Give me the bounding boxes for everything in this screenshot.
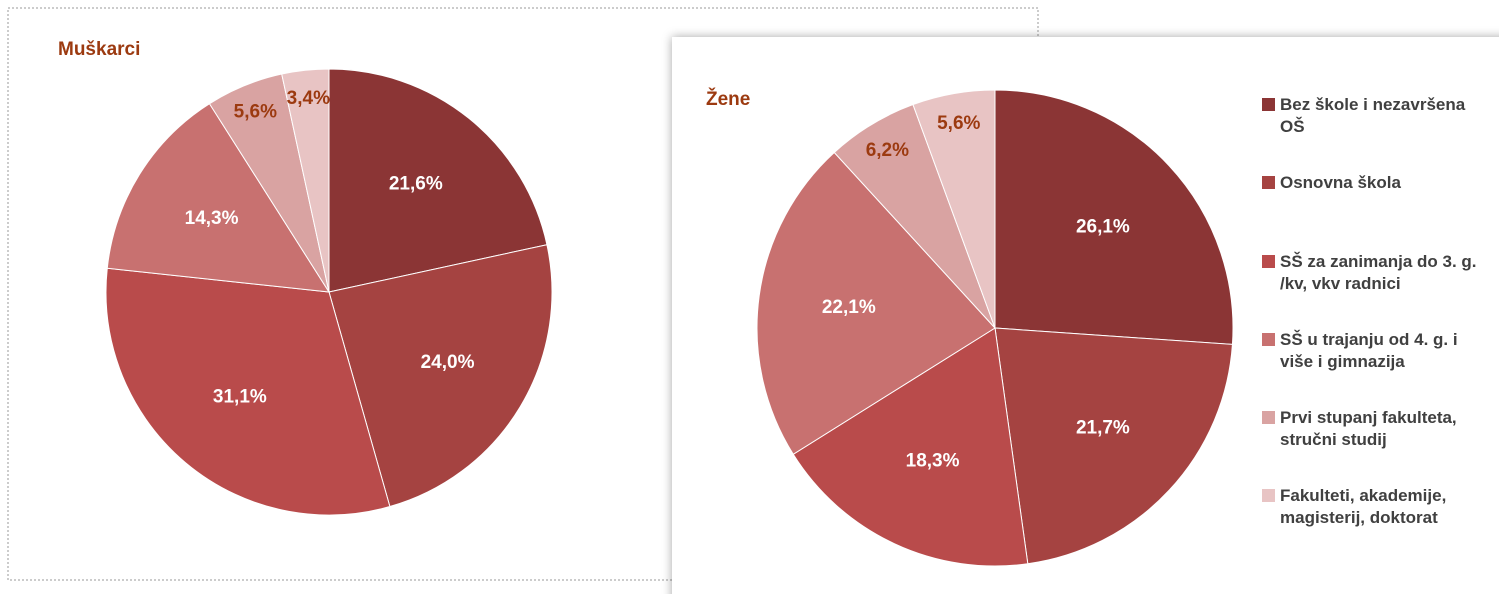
- legend-entry: SŠ u trajanju od 4. g. i više i gimnazij…: [1262, 329, 1494, 373]
- data-label: 5,6%: [937, 113, 980, 134]
- data-label: 22,1%: [822, 297, 876, 318]
- legend-entry: Osnovna škola: [1262, 172, 1494, 194]
- pie-slice: [756, 151, 996, 455]
- legend-label: Prvi stupanj fakulteta, stručni studij: [1280, 408, 1457, 449]
- data-label: 26,1%: [1076, 216, 1130, 237]
- legend-label: SŠ za zanimanja do 3. g. /kv, vkv radnic…: [1280, 252, 1477, 293]
- pie-slice: [105, 267, 391, 516]
- data-label: 6,2%: [866, 140, 909, 161]
- pie-slice: [106, 103, 330, 293]
- legend-entry: Bez škole i nezavršena OŠ: [1262, 94, 1494, 138]
- pie-slice: [328, 244, 553, 508]
- legend-label: Bez škole i nezavršena OŠ: [1280, 95, 1466, 136]
- chart-title: Muškarci: [58, 39, 140, 60]
- legend-swatch: [1262, 333, 1275, 346]
- pie-slice: [912, 89, 996, 329]
- pie-slice: [994, 327, 1233, 565]
- legend-swatch: [1262, 176, 1275, 189]
- legend-swatch: [1262, 98, 1275, 111]
- pie-slice: [281, 68, 330, 293]
- legend-entry: SŠ za zanimanja do 3. g. /kv, vkv radnic…: [1262, 251, 1494, 295]
- data-label: 14,3%: [185, 208, 239, 229]
- legend-swatch: [1262, 489, 1275, 502]
- data-label: 21,6%: [389, 173, 443, 194]
- pie-slice: [994, 89, 1234, 345]
- data-label: 3,4%: [287, 88, 330, 109]
- chart-title: Žene: [706, 88, 750, 110]
- legend-label: Osnovna škola: [1280, 173, 1401, 192]
- legend-entry: Fakulteti, akademije, magisterij, doktor…: [1262, 485, 1494, 529]
- legend-entry: Prvi stupanj fakulteta, stručni studij: [1262, 407, 1494, 451]
- data-label: 24,0%: [421, 352, 475, 373]
- data-label: 31,1%: [213, 387, 267, 408]
- data-label: 18,3%: [906, 451, 960, 472]
- legend-label: Fakulteti, akademije, magisterij, doktor…: [1280, 486, 1447, 527]
- data-label: 21,7%: [1076, 418, 1130, 439]
- pie-slice: [792, 327, 1029, 567]
- legend-swatch: [1262, 255, 1275, 268]
- pie-slice: [328, 68, 548, 293]
- legend-label: SŠ u trajanju od 4. g. i više i gimnazij…: [1280, 330, 1458, 371]
- data-label: 5,6%: [234, 102, 277, 123]
- legend-swatch: [1262, 411, 1275, 424]
